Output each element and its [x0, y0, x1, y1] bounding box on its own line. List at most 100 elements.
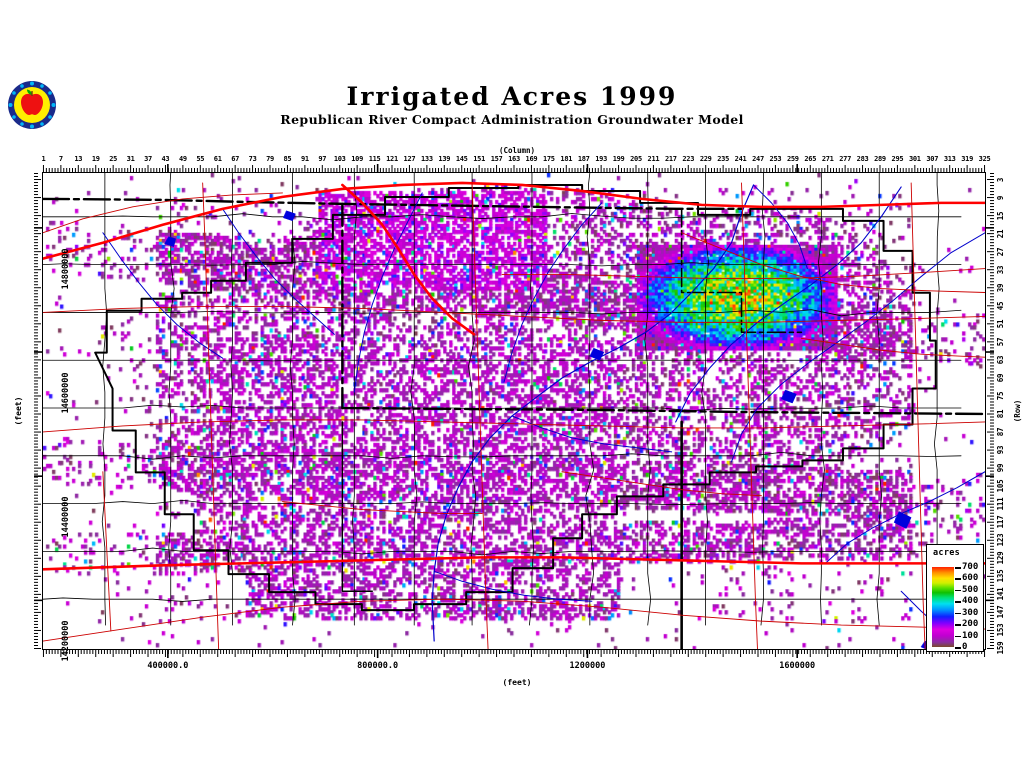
column-tick-label: 253: [769, 155, 782, 163]
row-tick-label: 81: [996, 409, 1005, 419]
column-tick-label: 61: [213, 155, 222, 163]
column-tick-label: 145: [455, 155, 468, 163]
left-tick-marks: [34, 173, 42, 649]
column-tick-label: 91: [300, 155, 309, 163]
column-tick-label: 223: [682, 155, 695, 163]
legend-tick: [955, 601, 961, 603]
row-tick-label: 141: [996, 588, 1005, 601]
row-tick-label: 45: [996, 301, 1005, 310]
row-tick-label: 99: [996, 463, 1005, 473]
x-tick-label: 1200000: [569, 661, 606, 671]
column-tick-label: 157: [490, 155, 503, 163]
row-tick-label: 21: [996, 229, 1005, 238]
map-vector-overlay: [43, 173, 985, 649]
column-tick-label: 265: [804, 155, 817, 163]
column-tick-label: 31: [126, 155, 135, 163]
column-tick-label: 7: [58, 155, 63, 163]
legend-tick: [955, 567, 961, 569]
column-tick-label: 25: [109, 155, 118, 163]
top-tick-marks: [42, 164, 986, 172]
column-tick-label: 319: [961, 155, 973, 163]
column-tick-label: 1: [41, 155, 46, 163]
x-tick-label: 1600000: [779, 661, 816, 671]
row-tick-label: 87: [996, 427, 1005, 437]
column-tick-label: 229: [699, 155, 712, 163]
column-tick-label: 289: [874, 155, 886, 163]
column-tick-label: 79: [266, 155, 274, 163]
column-tick-label: 199: [612, 155, 625, 163]
column-tick-label: 271: [821, 155, 834, 163]
column-tick-label: 325: [978, 155, 991, 163]
y-tick-label: 14800000: [60, 248, 71, 290]
row-tick-label: 57: [996, 337, 1005, 347]
column-tick-label: 205: [630, 155, 642, 163]
legend-tick-label: 400: [962, 596, 979, 607]
row-tick-label: 33: [996, 265, 1005, 274]
column-tick-label: 19: [91, 155, 100, 163]
bottom-axis-label: (feet): [502, 678, 532, 687]
column-tick-label: 109: [351, 155, 364, 163]
legend-tick-label: 100: [962, 630, 979, 641]
legend-tick: [955, 612, 961, 615]
row-tick-label: 93: [996, 445, 1005, 455]
y-tick-label: 14200000: [60, 620, 71, 662]
row-tick-label: 15: [996, 211, 1005, 220]
column-tick-label: 133: [420, 155, 433, 163]
legend-tick-label: 700: [962, 562, 979, 572]
map-plot-area[interactable]: [42, 172, 986, 650]
top-axis-label: (Column): [498, 146, 536, 155]
legend-tick-label: 600: [962, 573, 979, 584]
column-tick-label: 259: [786, 155, 799, 163]
column-tick-label: 127: [403, 155, 416, 163]
legend-tick-label: 500: [962, 584, 979, 595]
right-tick-marks: [986, 173, 994, 649]
row-tick-label: 9: [996, 195, 1005, 200]
column-tick-label: 163: [508, 155, 520, 163]
column-tick-label: 49: [178, 155, 187, 163]
y-tick-label: 14400000: [60, 496, 71, 538]
column-tick-label: 13: [74, 155, 83, 163]
column-tick-label: 43: [161, 155, 170, 163]
column-tick-label: 175: [542, 155, 555, 163]
row-tick-label: 129: [996, 551, 1005, 565]
bottom-tick-marks: [42, 650, 986, 658]
legend-tick: [955, 624, 961, 626]
row-tick-label: 147: [996, 606, 1005, 619]
column-tick-label: 115: [368, 155, 381, 163]
row-tick-label: 105: [996, 479, 1005, 493]
row-tick-label: 3: [996, 177, 1005, 182]
column-tick-label: 187: [577, 155, 590, 163]
row-tick-label: 135: [996, 570, 1005, 583]
row-tick-label: 63: [996, 355, 1005, 365]
column-tick-label: 235: [717, 155, 729, 163]
column-tick-label: 283: [856, 155, 869, 163]
column-tick-label: 67: [231, 155, 240, 163]
row-tick-label: 123: [996, 533, 1005, 547]
row-tick-label: 27: [996, 247, 1005, 256]
column-tick-label: 85: [283, 155, 292, 163]
row-tick-label: 159: [996, 642, 1005, 655]
column-tick-label: 139: [438, 155, 451, 163]
column-tick-label: 307: [926, 155, 939, 163]
right-axis-label: (Row): [1013, 399, 1022, 423]
page-title: Irrigated Acres 1999: [346, 82, 678, 111]
legend-tick-label: 200: [962, 619, 979, 630]
row-tick-label: 39: [996, 283, 1005, 292]
column-tick-label: 211: [647, 155, 660, 163]
column-tick-label: 301: [908, 155, 921, 163]
column-tick-label: 121: [386, 155, 398, 163]
legend-tick: [955, 635, 961, 638]
apple-logo-icon: [8, 81, 56, 129]
column-tick-label: 181: [560, 155, 573, 163]
column-tick-label: 295: [891, 155, 904, 163]
left-axis-label: (feet): [14, 396, 23, 426]
x-tick-label: 800000.0: [357, 661, 399, 671]
colorbar-legend: acres 700 600 500 400 300 200 100 0: [926, 544, 984, 652]
column-tick-label: 277: [839, 155, 851, 163]
column-tick-label: 169: [525, 155, 538, 163]
column-tick-label: 241: [734, 155, 747, 163]
row-tick-label: 117: [996, 515, 1005, 529]
row-tick-label: 75: [996, 391, 1005, 401]
legend-tick: [955, 589, 961, 592]
